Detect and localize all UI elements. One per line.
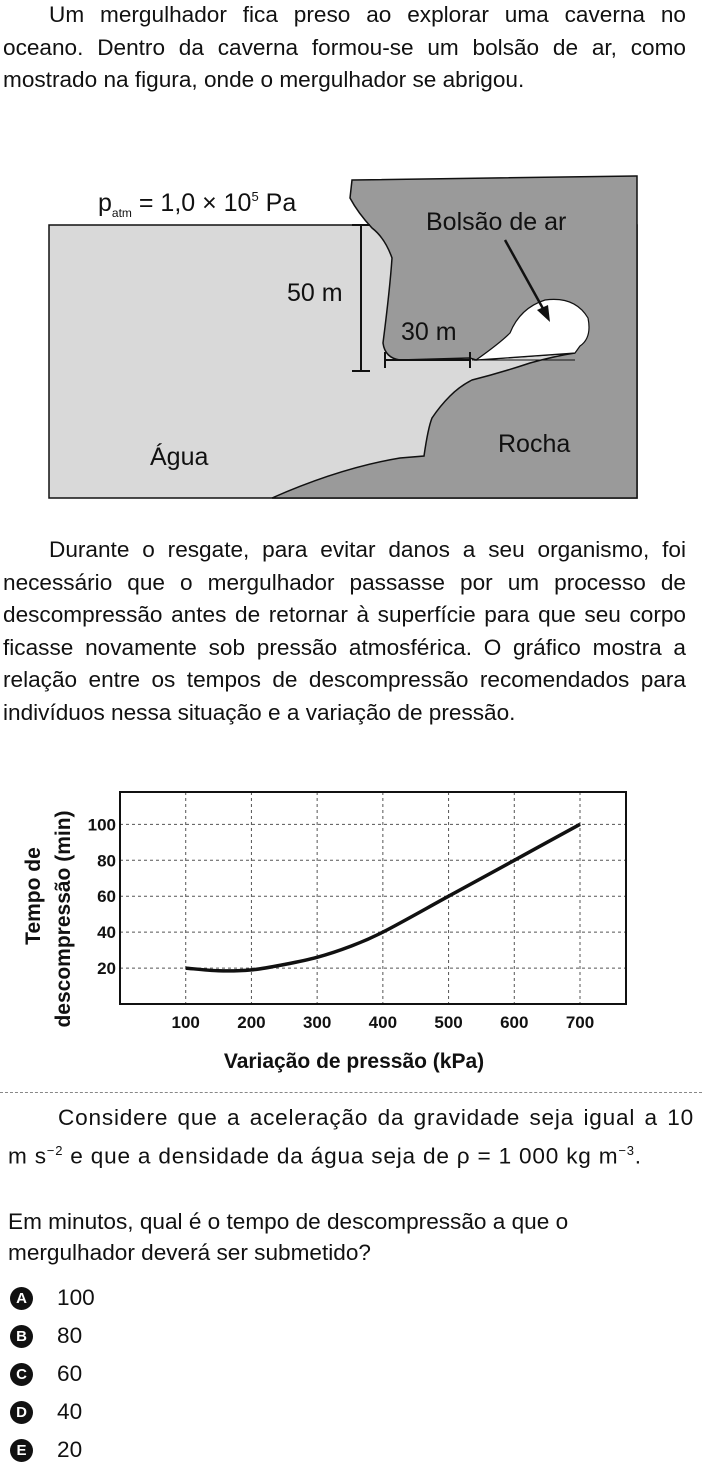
consider-text-3: .	[634, 1143, 642, 1169]
agua-label: Água	[150, 442, 208, 471]
cave-figure: patm = 1,0 × 105 Pa Bolsão de ar 50 m 30…	[48, 175, 638, 499]
option-a-value: 100	[57, 1285, 95, 1310]
option-d-badge: D	[10, 1400, 33, 1424]
y-tick-label: 20	[97, 959, 116, 978]
context-paragraph: Durante o resgate, para evitar danos a s…	[3, 537, 686, 725]
x-tick-label: 300	[303, 1013, 331, 1032]
y-tick-label: 60	[97, 887, 116, 906]
option-b-value: 80	[57, 1323, 83, 1348]
x-tick-label: 200	[237, 1013, 265, 1032]
x-tick-label: 400	[369, 1013, 397, 1032]
x-tick-labels: 100 200 300 400 500 600 700	[172, 1013, 595, 1032]
bolsao-arrowhead	[537, 305, 550, 322]
option-b-badge: B	[10, 1324, 33, 1348]
horizontal-label: 30 m	[401, 318, 457, 346]
y-axis-label-line2: descompressão (min)	[52, 810, 75, 1027]
intro-paragraph: Um mergulhador fica preso ao explorar um…	[3, 2, 686, 92]
option-e-value: 20	[57, 1437, 83, 1462]
air-pocket	[473, 298, 590, 361]
option-c-value: 60	[57, 1361, 83, 1386]
rocha-label: Rocha	[498, 430, 570, 458]
option-d-value: 40	[57, 1399, 83, 1424]
consider-text-2: e que a densidade da água seja de ρ = 1 …	[63, 1143, 619, 1169]
option-e-badge: E	[10, 1438, 33, 1462]
option-e[interactable]: E 20	[10, 1436, 82, 1464]
option-b[interactable]: B 80	[10, 1322, 82, 1350]
y-tick-label: 40	[97, 923, 116, 942]
patm-label: patm = 1,0 × 105 Pa	[98, 189, 296, 220]
y-tick-labels: 20 40 60 80 100	[88, 815, 116, 978]
option-c[interactable]: C 60	[10, 1360, 82, 1388]
decompression-chart: 100 200 300 400 500 600 700 20 40 60 80 100 Variaç…	[22, 791, 627, 1073]
depth-label: 50 m	[287, 279, 343, 307]
plot-frame	[119, 791, 627, 1005]
x-tick-label: 700	[566, 1013, 594, 1032]
section-divider	[0, 1092, 702, 1093]
option-a[interactable]: A 100	[10, 1284, 95, 1312]
option-a-badge: A	[10, 1286, 33, 1310]
density-exponent: −3	[618, 1142, 635, 1158]
x-tick-label: 600	[500, 1013, 528, 1032]
series-line	[185, 822, 581, 973]
y-axis-label-line1: Tempo de	[22, 847, 45, 945]
consider-paragraph: Considere que a aceleração da gravidade …	[8, 1102, 694, 1173]
y-tick-label: 100	[88, 815, 116, 834]
y-tick-label: 80	[97, 851, 116, 870]
bolsao-label: Bolsão de ar	[426, 208, 566, 236]
x-axis-label: Variação de pressão (kPa)	[224, 1050, 484, 1073]
question-text: Em minutos, qual é o tempo de descompres…	[8, 1209, 569, 1265]
x-tick-label: 100	[172, 1013, 200, 1032]
rock-region	[271, 175, 638, 499]
bolsao-arrow	[503, 239, 548, 315]
x-tick-label: 500	[434, 1013, 462, 1032]
chart-grid	[120, 792, 626, 1004]
gravity-exponent: −2	[46, 1142, 64, 1158]
consider-text-1: Considere que a aceleração da gravidade …	[8, 1105, 694, 1169]
option-c-badge: C	[10, 1362, 33, 1386]
option-d[interactable]: D 40	[10, 1398, 82, 1426]
